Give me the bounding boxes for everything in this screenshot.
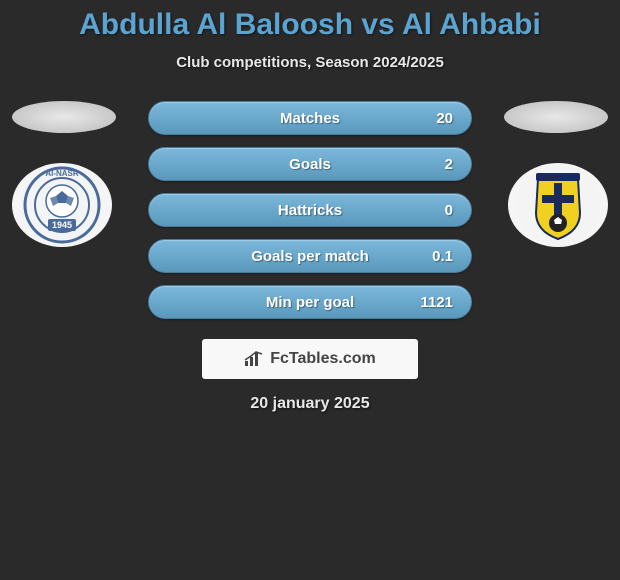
stat-label: Goals [217,156,403,173]
stat-right-value: 1121 [403,294,453,311]
stat-right-value: 0 [403,202,453,219]
stat-row-min-per-goal: Min per goal 1121 [148,285,472,319]
main-row: Al-NASR 1945 Matches 20 Goals 2 Hattric [0,101,620,319]
page-subtitle: Club competitions, Season 2024/2025 [0,54,620,71]
crest-left-name: Al-NASR [45,169,79,178]
stat-label: Hattricks [217,202,403,219]
club-right-crest [508,163,608,247]
player-right-headshot [504,101,608,133]
chart-icon [244,351,264,367]
date-line: 20 january 2025 [0,395,620,413]
stat-label: Matches [217,110,403,127]
page-title: Abdulla Al Baloosh vs Al Ahbabi [0,8,620,42]
stat-right-value: 0.1 [403,248,453,265]
player-right-column [488,101,608,247]
brand-text: FcTables.com [270,350,376,368]
stat-label: Goals per match [217,248,403,265]
club-left-crest: Al-NASR 1945 [12,163,112,247]
comparison-card: Abdulla Al Baloosh vs Al Ahbabi Club com… [0,0,620,413]
stat-row-goals: Goals 2 [148,147,472,181]
club-right-crest-svg [508,163,608,247]
stat-right-value: 2 [403,156,453,173]
club-left-crest-svg: Al-NASR 1945 [12,163,112,247]
brand-badge: FcTables.com [202,339,418,379]
player-left-column: Al-NASR 1945 [12,101,132,247]
stat-label: Min per goal [217,294,403,311]
stat-row-matches: Matches 20 [148,101,472,135]
crest-left-year: 1945 [52,220,72,230]
stat-row-goals-per-match: Goals per match 0.1 [148,239,472,273]
stats-column: Matches 20 Goals 2 Hattricks 0 Goals per… [132,101,488,319]
stat-row-hattricks: Hattricks 0 [148,193,472,227]
stat-right-value: 20 [403,110,453,127]
player-left-headshot [12,101,116,133]
